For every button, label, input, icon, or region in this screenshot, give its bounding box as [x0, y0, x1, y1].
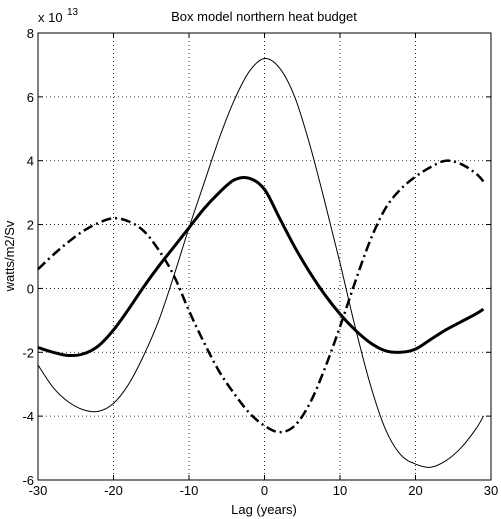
- y-tick-label: -2: [22, 345, 34, 360]
- y-tick-label: 8: [27, 26, 34, 41]
- x-tick-label: 20: [408, 483, 422, 498]
- grid-layer: [38, 33, 491, 480]
- y-tick-label: 6: [27, 90, 34, 105]
- y-axis-label: watts/m2/Sv: [2, 220, 17, 292]
- y-tick-label: 2: [27, 218, 34, 233]
- x-tick-label: 0: [261, 483, 268, 498]
- x-axis-label: Lag (years): [231, 502, 297, 517]
- x-tick-label: 30: [484, 483, 498, 498]
- x-tick-label: -10: [180, 483, 199, 498]
- y-exponent-power: 13: [67, 7, 79, 18]
- y-exponent-prefix: x 10: [38, 10, 63, 25]
- series-line-thick-solid: [37, 175, 485, 358]
- y-tick-label: -4: [22, 409, 34, 424]
- series-layer: [37, 58, 485, 468]
- chart-title: Box model northern heat budget: [171, 9, 357, 24]
- x-tick-label: -30: [29, 483, 48, 498]
- y-tick-label: -6: [22, 473, 34, 488]
- y-tick-label: 4: [27, 154, 34, 169]
- plot-background: [38, 33, 491, 480]
- x-tick-label: 10: [333, 483, 347, 498]
- series-line-thin-solid: [37, 58, 484, 468]
- x-tick-label: -20: [104, 483, 123, 498]
- y-tick-label: 0: [27, 281, 34, 296]
